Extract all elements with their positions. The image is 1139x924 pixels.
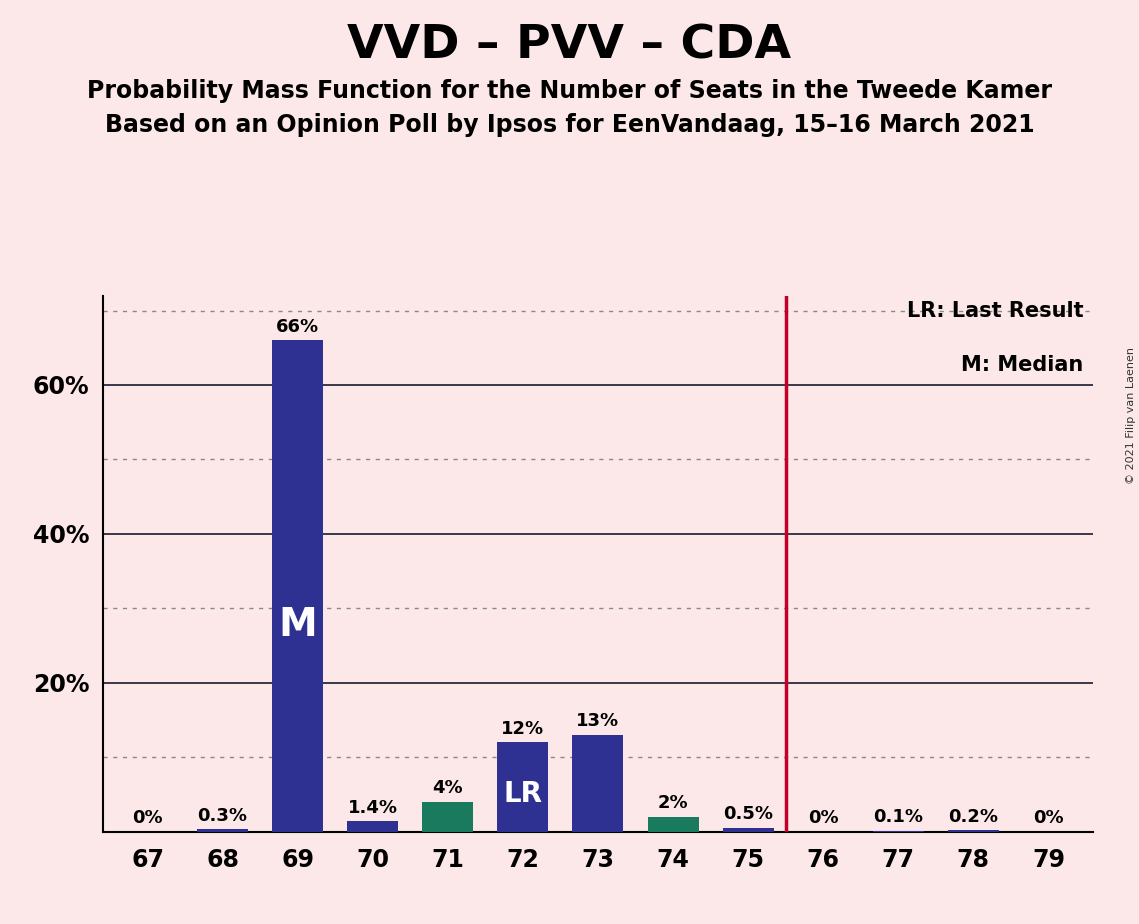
Text: 0.2%: 0.2% <box>949 808 998 826</box>
Text: 2%: 2% <box>657 795 688 812</box>
Text: LR: LR <box>503 780 542 808</box>
Text: 12%: 12% <box>501 720 544 737</box>
Bar <box>573 735 623 832</box>
Bar <box>647 817 698 832</box>
Bar <box>948 830 999 832</box>
Text: 0%: 0% <box>1033 809 1064 827</box>
Text: 0%: 0% <box>808 809 838 827</box>
Text: 0.5%: 0.5% <box>723 806 773 823</box>
Bar <box>272 340 323 832</box>
Text: 0.3%: 0.3% <box>198 807 247 825</box>
Text: M: Median: M: Median <box>961 355 1083 374</box>
Text: M: M <box>278 606 317 644</box>
Text: LR: Last Result: LR: Last Result <box>907 301 1083 321</box>
Text: 4%: 4% <box>433 779 464 797</box>
Text: © 2021 Filip van Laenen: © 2021 Filip van Laenen <box>1126 347 1136 484</box>
Bar <box>498 742 549 832</box>
Bar <box>197 830 248 832</box>
Text: 0%: 0% <box>132 809 163 827</box>
Bar <box>347 821 399 832</box>
Text: 13%: 13% <box>576 712 620 730</box>
Text: 66%: 66% <box>276 318 319 336</box>
Text: 0.1%: 0.1% <box>874 808 924 826</box>
Text: Probability Mass Function for the Number of Seats in the Tweede Kamer: Probability Mass Function for the Number… <box>87 79 1052 103</box>
Text: Based on an Opinion Poll by Ipsos for EenVandaag, 15–16 March 2021: Based on an Opinion Poll by Ipsos for Ee… <box>105 113 1034 137</box>
Text: VVD – PVV – CDA: VVD – PVV – CDA <box>347 23 792 68</box>
Bar <box>423 802 474 832</box>
Text: 1.4%: 1.4% <box>347 798 398 817</box>
Bar <box>722 828 773 832</box>
